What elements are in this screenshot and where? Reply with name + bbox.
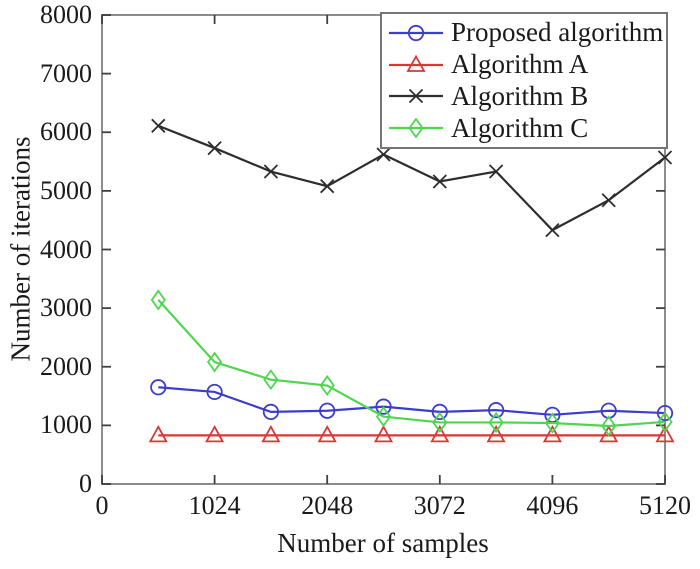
x-marker-icon <box>408 89 424 104</box>
circle-marker-icon <box>431 403 448 420</box>
legend-item-algorithm-a: Algorithm A <box>388 49 664 80</box>
circle-marker-icon <box>375 398 392 415</box>
circle-marker-icon <box>206 383 223 401</box>
diamond-marker-icon <box>408 117 424 139</box>
x-tick-label: 4096 <box>526 491 579 520</box>
legend-item-label: Algorithm B <box>451 80 589 111</box>
triangle-marker-icon <box>542 424 562 443</box>
circle-marker-icon <box>407 24 425 41</box>
triangle-marker-icon <box>373 424 394 443</box>
y-tick-label: 3000 <box>40 293 92 323</box>
series-line <box>157 299 666 428</box>
diamond-marker-icon <box>319 374 335 397</box>
diamond-marker-icon <box>206 351 223 373</box>
triangle-marker-icon <box>406 54 426 72</box>
legend-item-algorithm-b: Algorithm B <box>388 81 664 112</box>
triangle-marker-icon <box>205 424 225 443</box>
y-tick-label: 0 <box>79 469 92 498</box>
diamond-marker-icon <box>432 411 448 433</box>
x-marker-icon <box>601 193 616 208</box>
x-tick-label: 5120 <box>639 491 691 520</box>
circle-marker-icon <box>656 404 674 422</box>
x-marker-icon <box>263 164 279 179</box>
x-marker-icon <box>320 179 335 194</box>
x-tick-label: 3072 <box>413 491 466 520</box>
circle-marker-icon <box>319 402 336 419</box>
triangle-marker-icon <box>655 424 675 443</box>
legend-item-label: Proposed algorithm <box>451 17 664 48</box>
line-x-marker-icon <box>389 89 443 104</box>
circle-marker-icon <box>150 379 167 396</box>
x-tick-label: 1024 <box>188 491 241 520</box>
diamond-marker-icon <box>488 411 504 433</box>
series-line <box>157 124 666 232</box>
legend: Proposed algorithm Algorithm A Algorithm… <box>380 12 668 149</box>
diamond-marker-icon <box>657 411 673 433</box>
legend-item-algorithm-c: Algorithm C <box>388 113 664 144</box>
x-tick-label: 0 <box>95 491 109 520</box>
triangle-marker-icon <box>261 424 281 443</box>
x-marker-icon <box>432 174 447 189</box>
diamond-marker-icon <box>150 289 166 311</box>
diamond-marker-icon <box>601 415 617 437</box>
x-axis-label: Number of samples <box>277 528 489 558</box>
legend-item-label: Algorithm C <box>451 112 589 143</box>
circle-marker-icon <box>487 402 505 419</box>
legend-item-proposed-algorithm: Proposed algorithm <box>388 17 664 48</box>
x-marker-icon <box>151 118 166 133</box>
y-tick-label: 8000 <box>40 0 92 29</box>
x-marker-icon <box>207 140 222 156</box>
diamond-marker-icon <box>263 369 279 391</box>
y-tick-label: 4000 <box>40 234 92 264</box>
triangle-marker-icon <box>486 424 506 443</box>
x-marker-icon <box>376 147 391 162</box>
line-diamond-marker-icon <box>389 117 443 139</box>
y-tick-label: 2000 <box>40 351 92 381</box>
triangle-marker-icon <box>599 424 619 443</box>
circle-marker-icon <box>262 403 279 420</box>
x-tick-label: 2048 <box>301 491 354 520</box>
x-marker-icon <box>488 164 504 179</box>
y-tick-label: 7000 <box>40 58 92 88</box>
diamond-marker-icon <box>544 412 561 434</box>
triangle-marker-icon <box>317 424 337 443</box>
line-circle-marker-icon <box>389 24 443 41</box>
y-tick-label: 5000 <box>40 175 92 205</box>
series-line <box>158 386 666 416</box>
line-triangle-marker-icon <box>389 54 443 72</box>
triangle-marker-icon <box>148 424 168 443</box>
triangle-marker-icon <box>430 424 450 443</box>
diamond-marker-icon <box>375 406 392 428</box>
y-tick-label: 1000 <box>40 410 92 440</box>
x-marker-icon <box>545 223 560 238</box>
x-marker-icon <box>657 150 673 165</box>
y-tick-label: 6000 <box>40 117 92 147</box>
legend-item-label: Algorithm A <box>451 49 589 80</box>
